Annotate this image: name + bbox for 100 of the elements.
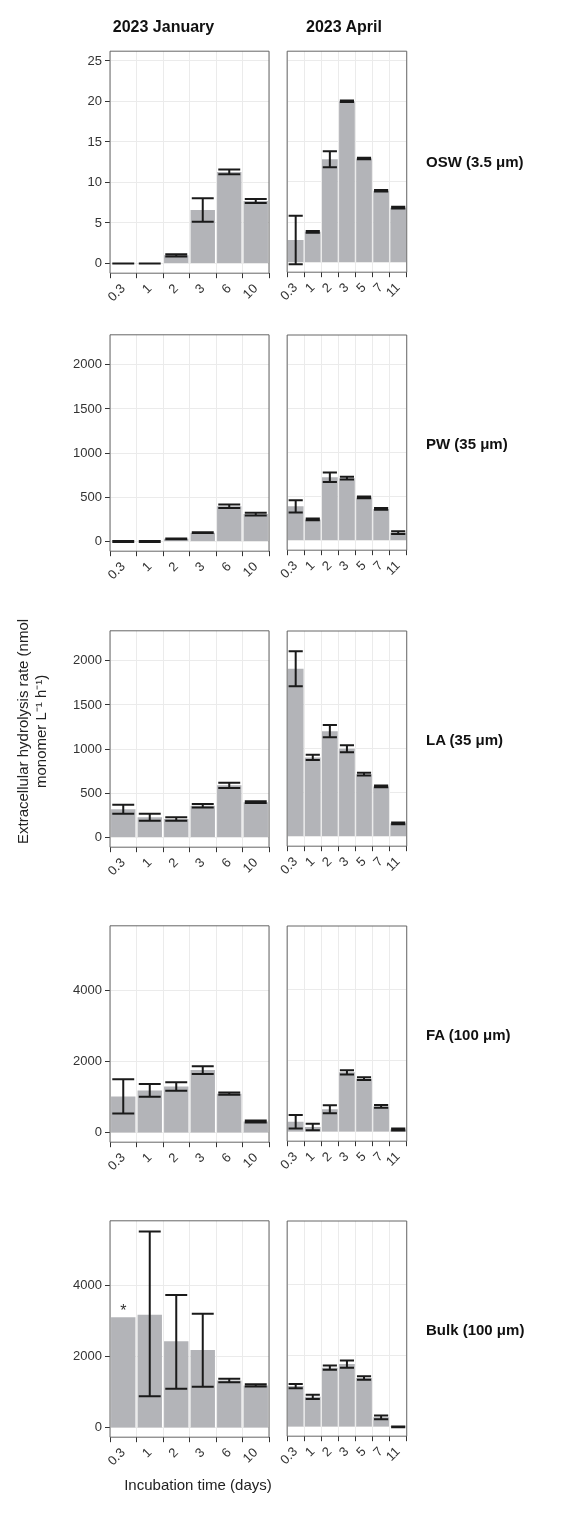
y-tick-label: 25 — [87, 52, 102, 68]
x-tick-label: 1 — [301, 557, 318, 574]
x-tick-label: 2 — [318, 1443, 335, 1460]
x-tick-label: 6 — [218, 558, 234, 575]
y-tick-label: 2000 — [73, 1348, 102, 1364]
x-tick-label: 2 — [318, 279, 335, 296]
bar — [111, 809, 136, 837]
y2-axis-title: Bulk (100 μm) — [426, 1321, 525, 1338]
x-tick-label: 1 — [301, 853, 318, 870]
x-tick-label: 2 — [165, 558, 181, 575]
x-tick-label: 0.3 — [104, 1444, 128, 1469]
x-tick-label: 3 — [191, 854, 208, 871]
x-tick-label: 3 — [335, 1148, 352, 1165]
x-tick-label: 10 — [239, 854, 261, 876]
bar — [111, 1317, 136, 1428]
x-tick-label: 3 — [335, 853, 352, 870]
x-tick-label: 2 — [318, 853, 335, 870]
annotation: * — [120, 1301, 127, 1319]
y-tick-label: 4000 — [73, 981, 102, 997]
x-tick-label: 3 — [191, 1444, 208, 1461]
x-tick-label: 1 — [301, 1443, 318, 1460]
y-tick-label: 1000 — [73, 740, 102, 756]
x-tick-label: 5 — [352, 853, 369, 870]
y-tick-label: 20 — [87, 93, 102, 109]
bar — [217, 1380, 242, 1428]
chart-title: 2023 April — [306, 18, 382, 36]
y-tick-label: 5 — [94, 214, 102, 230]
x-tick-label: 5 — [352, 279, 369, 296]
x-tick-label: 1 — [138, 854, 155, 871]
x-tick-label: 6 — [218, 1149, 234, 1166]
y-tick-label: 0 — [94, 1124, 102, 1140]
x-tick-label: 6 — [218, 280, 234, 297]
x-tick-label: 1 — [138, 1149, 155, 1166]
x-tick-label: 2 — [318, 557, 335, 574]
x-tick-label: 5 — [352, 1148, 369, 1165]
bar — [217, 785, 242, 837]
bar — [164, 1341, 189, 1428]
y-axis-title: Extracellular hydrolysis rate (nmol monomer L⁻¹ h⁻¹) — [14, 617, 50, 846]
x-tick-label: 10 — [239, 1149, 261, 1171]
y2-axis-title: OSW (3.5 μm) — [426, 153, 524, 170]
bar — [137, 1090, 162, 1133]
x-tick-label: 1 — [138, 558, 155, 575]
y-tick-label: 0 — [94, 829, 102, 845]
bar — [243, 514, 268, 541]
bar — [243, 1385, 268, 1428]
bar — [243, 802, 268, 837]
x-tick-label: 6 — [218, 1444, 234, 1461]
x-tick-label: 0.3 — [276, 853, 301, 878]
x-tick-label: 5 — [352, 557, 369, 574]
x-tick-label: 1 — [301, 1148, 318, 1165]
x-axis-title: Incubation time (days) — [123, 1476, 273, 1493]
bar — [164, 1086, 189, 1133]
y2-axis-title: FA (100 μm) — [426, 1026, 511, 1043]
bar — [217, 171, 242, 263]
bar — [243, 201, 268, 263]
x-tick-label: 10 — [239, 558, 261, 580]
x-tick-label: 3 — [191, 280, 208, 297]
x-tick-label: 0.3 — [104, 854, 128, 879]
y-tick-label: 1500 — [73, 400, 102, 416]
x-tick-label: 3 — [191, 558, 208, 575]
x-tick-label: 0.3 — [276, 1148, 301, 1173]
y-tick-label: 2000 — [73, 356, 102, 372]
y2-axis-title: LA (35 μm) — [426, 731, 503, 748]
x-tick-label: 1 — [138, 1444, 155, 1461]
x-tick-label: 3 — [335, 1443, 352, 1460]
y-tick-label: 1500 — [73, 696, 102, 712]
x-tick-label: 2 — [165, 854, 181, 871]
x-tick-label: 0.3 — [276, 557, 301, 582]
y-tick-label: 0 — [94, 533, 102, 549]
y-tick-label: 2000 — [73, 652, 102, 668]
y-tick-label: 500 — [80, 488, 102, 504]
x-tick-label: 3 — [191, 1149, 208, 1166]
x-tick-label: 3 — [335, 557, 352, 574]
x-tick-label: 0.3 — [276, 1443, 301, 1468]
x-tick-label: 10 — [239, 280, 261, 302]
x-tick-label: 3 — [335, 279, 352, 296]
x-tick-label: 1 — [138, 280, 155, 297]
y2-axis-title: PW (35 μm) — [426, 435, 508, 452]
x-tick-label: 0.3 — [104, 1149, 128, 1174]
y-tick-label: 4000 — [73, 1276, 102, 1292]
x-tick-label: 0.3 — [104, 558, 128, 583]
bar — [190, 805, 215, 837]
bar — [217, 506, 242, 541]
x-tick-label: 6 — [218, 854, 234, 871]
y-tick-label: 2000 — [73, 1053, 102, 1069]
x-tick-label: 2 — [165, 280, 181, 297]
y-tick-label: 500 — [80, 784, 102, 800]
y-tick-label: 10 — [87, 174, 102, 190]
bar — [137, 1314, 162, 1428]
bar — [111, 1096, 136, 1133]
y-tick-label: 0 — [94, 1419, 102, 1435]
y-tick-label: 0 — [94, 255, 102, 271]
x-tick-label: 2 — [165, 1149, 181, 1166]
bar — [190, 210, 215, 263]
y-tick-label: 15 — [87, 133, 102, 149]
bar — [190, 1070, 215, 1133]
x-tick-label: 2 — [165, 1444, 181, 1461]
x-tick-label: 5 — [352, 1443, 369, 1460]
x-tick-label: 1 — [301, 279, 318, 296]
x-tick-label: 2 — [318, 1148, 335, 1165]
